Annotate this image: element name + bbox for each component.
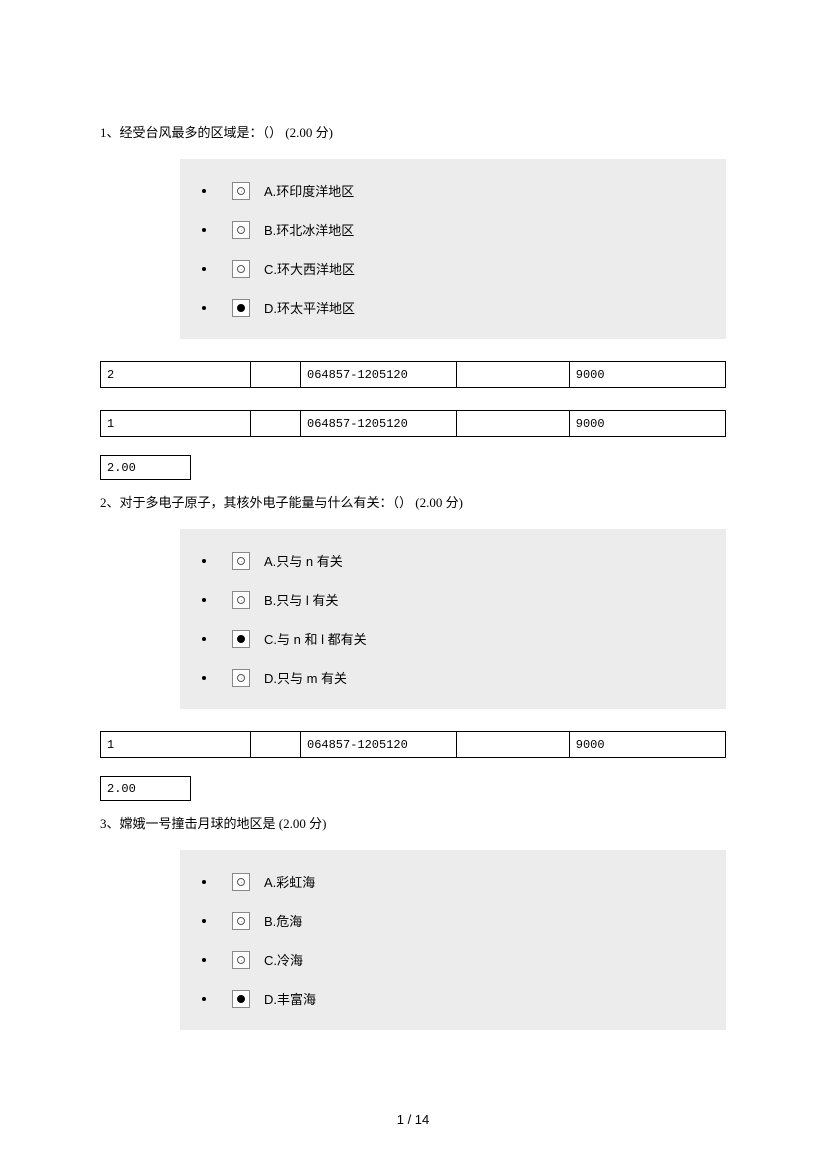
- radio-button[interactable]: [232, 912, 250, 930]
- radio-unselected-icon: [237, 917, 245, 925]
- option-label: B.只与 l 有关: [264, 590, 338, 609]
- table-cell: 2: [101, 362, 251, 388]
- table-cell: [251, 732, 301, 758]
- radio-unselected-icon: [237, 226, 245, 234]
- radio-button[interactable]: [232, 221, 250, 239]
- option-row[interactable]: C.冷海: [180, 940, 726, 979]
- radio-button[interactable]: [232, 299, 250, 317]
- bullet-icon: [202, 267, 206, 271]
- option-row[interactable]: B.危海: [180, 901, 726, 940]
- radio-unselected-icon: [237, 557, 245, 565]
- radio-button[interactable]: [232, 669, 250, 687]
- page-footer: 1 / 14: [0, 1112, 826, 1127]
- option-row[interactable]: C.与 n 和 l 都有关: [180, 619, 726, 658]
- bullet-icon: [202, 306, 206, 310]
- option-label: D.丰富海: [264, 989, 316, 1008]
- page-total: 14: [415, 1112, 429, 1127]
- option-row[interactable]: A.环印度洋地区: [180, 171, 726, 210]
- option-label: A.只与 n 有关: [264, 551, 343, 570]
- option-label: C.冷海: [264, 950, 303, 969]
- radio-button[interactable]: [232, 873, 250, 891]
- option-row[interactable]: B.只与 l 有关: [180, 580, 726, 619]
- radio-unselected-icon: [237, 596, 245, 604]
- table-cell: 1: [101, 411, 251, 437]
- question-text: 2、对于多电子原子，其核外电子能量与什么有关：（） (2.00 分): [100, 492, 726, 511]
- score-cell: 2.00: [101, 456, 191, 480]
- radio-selected-icon: [237, 995, 245, 1003]
- radio-button[interactable]: [232, 591, 250, 609]
- radio-unselected-icon: [237, 674, 245, 682]
- radio-button[interactable]: [232, 990, 250, 1008]
- option-label: B.危海: [264, 911, 302, 930]
- bullet-icon: [202, 189, 206, 193]
- question-text: 1、经受台风最多的区域是：（） (2.00 分): [100, 122, 726, 141]
- score-table: 2.00: [100, 455, 191, 480]
- option-label: D.只与 m 有关: [264, 668, 347, 687]
- data-table: 1 064857-1205120 9000: [100, 731, 726, 758]
- score-table: 2.00: [100, 776, 191, 801]
- options-box: A.环印度洋地区 B.环北冰洋地区 C.环大西洋地区 D.环太平洋地区: [180, 159, 726, 339]
- bullet-icon: [202, 919, 206, 923]
- option-label: A.彩虹海: [264, 872, 315, 891]
- table-cell: [251, 362, 301, 388]
- option-row[interactable]: D.环太平洋地区: [180, 288, 726, 327]
- table-cell: 9000: [569, 732, 725, 758]
- table-cell: [457, 732, 570, 758]
- bullet-icon: [202, 559, 206, 563]
- table-cell: 064857-1205120: [301, 411, 457, 437]
- radio-button[interactable]: [232, 552, 250, 570]
- option-row[interactable]: C.环大西洋地区: [180, 249, 726, 288]
- data-table: 2 064857-1205120 9000: [100, 361, 726, 388]
- radio-button[interactable]: [232, 630, 250, 648]
- bullet-icon: [202, 958, 206, 962]
- option-label: C.与 n 和 l 都有关: [264, 629, 367, 648]
- score-cell: 2.00: [101, 777, 191, 801]
- radio-unselected-icon: [237, 187, 245, 195]
- options-box: A.只与 n 有关 B.只与 l 有关 C.与 n 和 l 都有关 D.只与 m 有关: [180, 529, 726, 709]
- bullet-icon: [202, 997, 206, 1001]
- radio-unselected-icon: [237, 956, 245, 964]
- radio-selected-icon: [237, 635, 245, 643]
- table-cell: 9000: [569, 411, 725, 437]
- options-box: A.彩虹海 B.危海 C.冷海 D.丰富海: [180, 850, 726, 1030]
- data-table: 1 064857-1205120 9000: [100, 410, 726, 437]
- question-text: 3、嫦娥一号撞击月球的地区是 (2.00 分): [100, 813, 726, 832]
- option-row[interactable]: D.只与 m 有关: [180, 658, 726, 697]
- option-row[interactable]: D.丰富海: [180, 979, 726, 1018]
- radio-button[interactable]: [232, 182, 250, 200]
- radio-unselected-icon: [237, 878, 245, 886]
- option-row[interactable]: A.只与 n 有关: [180, 541, 726, 580]
- option-row[interactable]: B.环北冰洋地区: [180, 210, 726, 249]
- bullet-icon: [202, 228, 206, 232]
- bullet-icon: [202, 676, 206, 680]
- radio-button[interactable]: [232, 951, 250, 969]
- table-cell: [457, 411, 570, 437]
- radio-button[interactable]: [232, 260, 250, 278]
- option-row[interactable]: A.彩虹海: [180, 862, 726, 901]
- bullet-icon: [202, 880, 206, 884]
- bullet-icon: [202, 637, 206, 641]
- table-cell: 9000: [569, 362, 725, 388]
- bullet-icon: [202, 598, 206, 602]
- radio-unselected-icon: [237, 265, 245, 273]
- option-label: A.环印度洋地区: [264, 181, 354, 200]
- table-cell: [251, 411, 301, 437]
- page-current: 1: [397, 1112, 404, 1127]
- radio-selected-icon: [237, 304, 245, 312]
- option-label: C.环大西洋地区: [264, 259, 355, 278]
- table-cell: [457, 362, 570, 388]
- page-sep: /: [404, 1112, 415, 1127]
- table-cell: 064857-1205120: [301, 362, 457, 388]
- table-cell: 064857-1205120: [301, 732, 457, 758]
- option-label: D.环太平洋地区: [264, 298, 355, 317]
- option-label: B.环北冰洋地区: [264, 220, 354, 239]
- table-cell: 1: [101, 732, 251, 758]
